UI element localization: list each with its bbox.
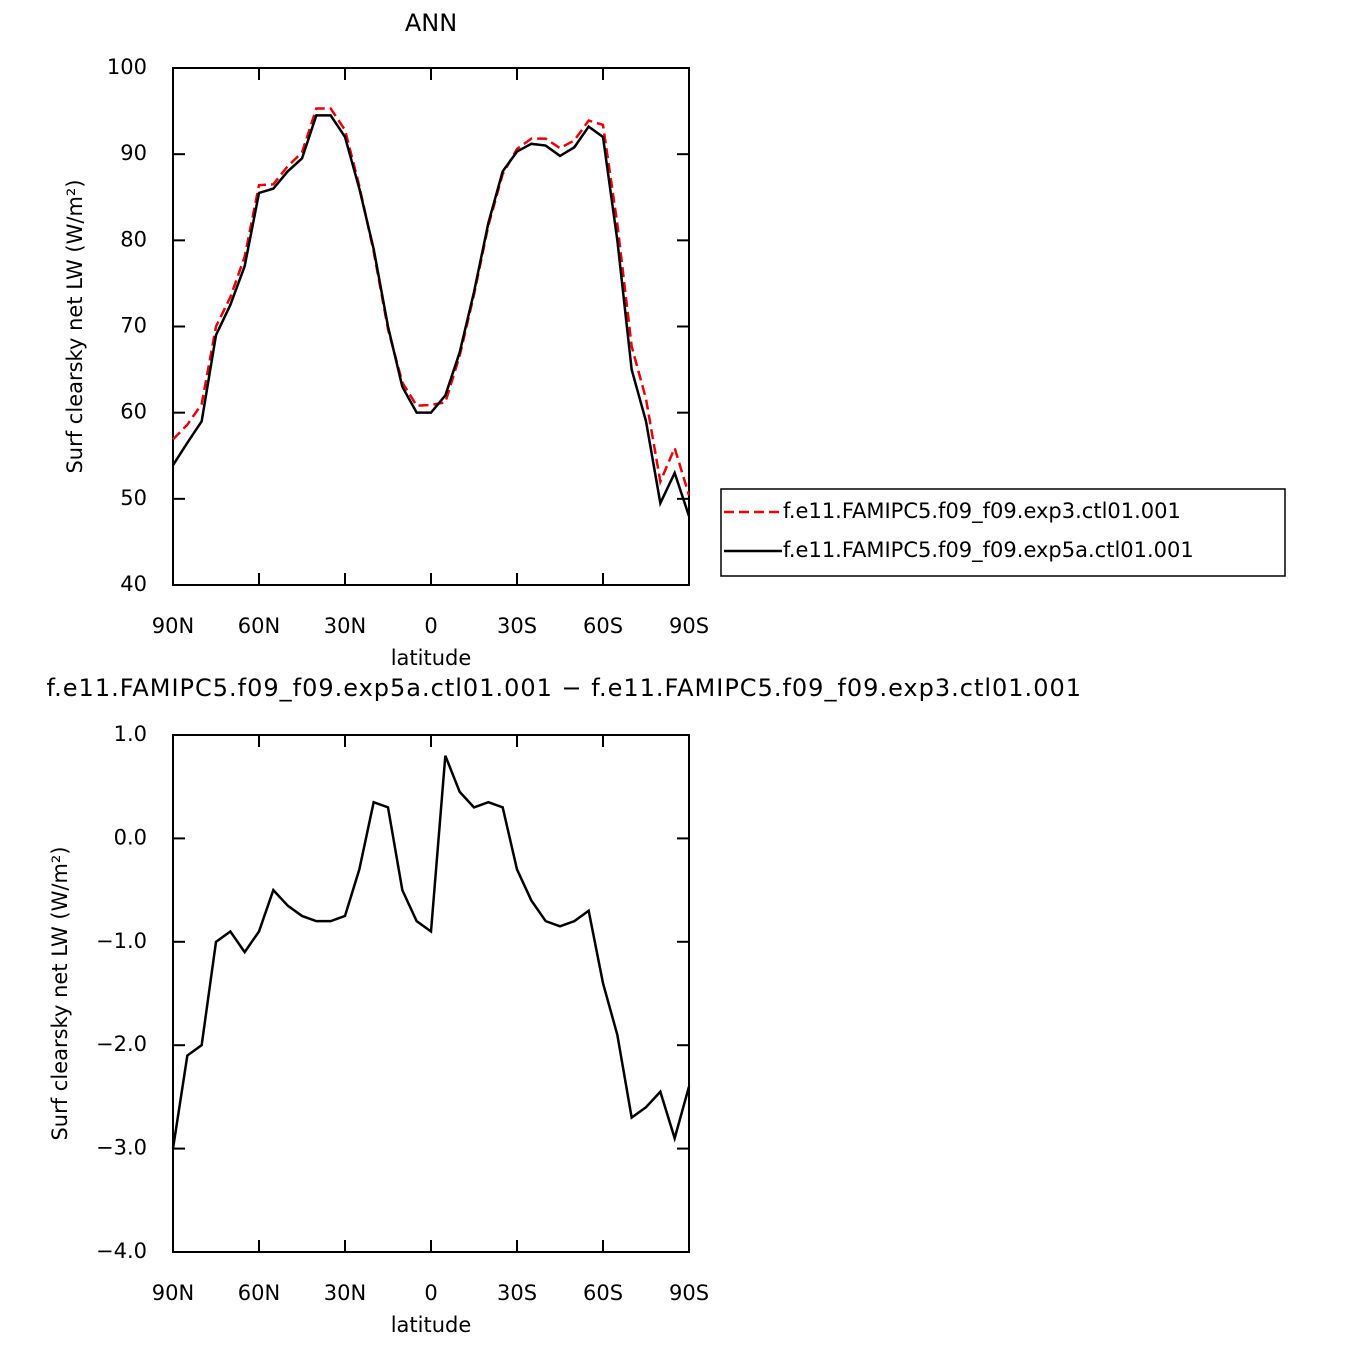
x-tick-label: 30S: [497, 614, 537, 638]
legend-box: [720, 488, 1286, 577]
x-tick-label: 0: [424, 614, 437, 638]
data-line: [172, 107, 691, 496]
legend-label: f.e11.FAMIPC5.f09_f09.exp5a.ctl01.001: [783, 538, 1194, 563]
plot-frame: [172, 734, 690, 1253]
y-tick-label: 1.0: [114, 722, 147, 746]
y-tick-label: 80: [120, 227, 147, 251]
y-tick-label: −4.0: [96, 1239, 147, 1263]
plot-frame: [172, 67, 690, 586]
x-tick-label: 60S: [583, 614, 623, 638]
x-axis-label: latitude: [391, 646, 472, 670]
x-tick-label: 0: [424, 1281, 437, 1305]
x-tick-label: 30S: [497, 1281, 537, 1305]
data-line: [171, 114, 691, 517]
y-tick-label: 0.0: [114, 825, 147, 849]
y-tick-label: −2.0: [96, 1032, 147, 1056]
x-tick-label: 90N: [152, 1281, 194, 1305]
legend-label: f.e11.FAMIPC5.f09_f09.exp3.ctl01.001: [783, 499, 1181, 524]
x-axis-label: latitude: [391, 1313, 472, 1337]
y-tick-label: 50: [120, 486, 147, 510]
y-tick-label: 100: [107, 55, 147, 79]
y-tick-label: −1.0: [96, 929, 147, 953]
x-tick-label: 90N: [152, 614, 194, 638]
y-tick-label: 40: [120, 572, 147, 596]
chart-title: ANN: [405, 9, 457, 37]
y-tick-label: 60: [120, 400, 147, 424]
x-tick-label: 60N: [238, 1281, 280, 1305]
x-tick-label: 30N: [324, 1281, 366, 1305]
y-tick-label: 90: [120, 141, 147, 165]
y-axis-label: Surf clearsky net LW (W/m²): [48, 846, 72, 1140]
y-axis-label: Surf clearsky net LW (W/m²): [63, 179, 87, 473]
x-tick-label: 90S: [669, 614, 709, 638]
y-tick-label: −3.0: [96, 1136, 147, 1160]
x-tick-label: 90S: [669, 1281, 709, 1305]
y-tick-label: 70: [120, 314, 147, 338]
x-tick-label: 30N: [324, 614, 366, 638]
chart-title: f.e11.FAMIPC5.f09_f09.exp5a.ctl01.001 − …: [46, 674, 1082, 702]
data-line: [171, 755, 691, 1149]
x-tick-label: 60S: [583, 1281, 623, 1305]
x-tick-label: 60N: [238, 614, 280, 638]
